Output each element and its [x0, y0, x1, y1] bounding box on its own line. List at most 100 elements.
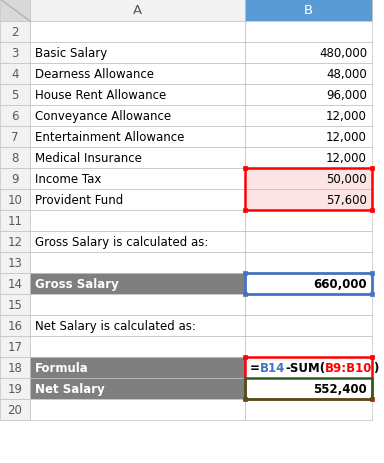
Bar	[245, 169, 372, 189]
Bar	[243, 355, 247, 359]
Bar	[245, 274, 372, 294]
Text: 12,000: 12,000	[326, 152, 367, 165]
Bar	[245, 22, 372, 43]
Text: 10: 10	[8, 194, 22, 206]
Bar	[370, 271, 374, 275]
Bar	[245, 336, 372, 357]
Bar	[30, 399, 245, 420]
Bar	[245, 148, 372, 169]
Text: Formula: Formula	[35, 361, 89, 374]
Bar	[30, 274, 245, 294]
Bar	[370, 397, 374, 401]
Bar	[245, 315, 372, 336]
Bar	[245, 357, 372, 378]
Text: 12: 12	[8, 236, 23, 249]
Bar	[0, 211, 30, 232]
Bar	[243, 397, 247, 401]
Text: 7: 7	[11, 131, 19, 144]
Text: 13: 13	[8, 257, 22, 269]
Bar	[0, 0, 30, 22]
Text: =: =	[250, 361, 260, 374]
Text: ): )	[373, 361, 378, 374]
Bar	[0, 85, 30, 106]
Text: 16: 16	[8, 319, 23, 332]
Text: 48,000: 48,000	[326, 68, 367, 81]
Text: B9:B10: B9:B10	[325, 361, 373, 374]
Bar	[30, 232, 245, 252]
Text: 12,000: 12,000	[326, 110, 367, 123]
Text: 9: 9	[11, 173, 19, 186]
Bar	[0, 315, 30, 336]
Bar	[245, 378, 372, 399]
Text: 19: 19	[8, 382, 23, 395]
Bar	[0, 357, 30, 378]
Bar	[30, 22, 245, 43]
Text: 50,000: 50,000	[326, 173, 367, 186]
Text: Income Tax: Income Tax	[35, 173, 101, 186]
Text: Entertainment Allowance: Entertainment Allowance	[35, 131, 184, 144]
Text: 480,000: 480,000	[319, 47, 367, 60]
Text: Net Salary is calculated as:: Net Salary is calculated as:	[35, 319, 196, 332]
Bar	[0, 294, 30, 315]
Bar	[245, 294, 372, 315]
Bar	[245, 232, 372, 252]
Text: B: B	[304, 5, 313, 18]
Bar	[0, 378, 30, 399]
Bar	[0, 64, 30, 85]
Text: 660,000: 660,000	[313, 277, 367, 290]
Bar	[245, 0, 372, 22]
Bar	[245, 378, 372, 399]
Bar	[245, 211, 372, 232]
Bar	[30, 189, 245, 211]
Text: 57,600: 57,600	[326, 194, 367, 206]
Bar	[245, 169, 372, 211]
Text: -SUM(: -SUM(	[285, 361, 325, 374]
Bar	[0, 148, 30, 169]
Text: 4: 4	[11, 68, 19, 81]
Text: 5: 5	[11, 89, 19, 102]
Bar	[370, 167, 374, 171]
Bar	[30, 336, 245, 357]
Bar	[245, 357, 372, 399]
Bar	[30, 64, 245, 85]
Text: 96,000: 96,000	[326, 89, 367, 102]
Bar	[30, 378, 245, 399]
Text: Net Salary: Net Salary	[35, 382, 105, 395]
Text: 11: 11	[8, 214, 23, 227]
Text: 3: 3	[11, 47, 19, 60]
Bar	[30, 169, 245, 189]
Bar	[0, 106, 30, 127]
Bar	[30, 85, 245, 106]
Text: 552,400: 552,400	[313, 382, 367, 395]
Bar	[30, 43, 245, 64]
Bar	[243, 208, 247, 213]
Text: 12,000: 12,000	[326, 131, 367, 144]
Bar	[0, 169, 30, 189]
Bar	[0, 274, 30, 294]
Text: House Rent Allowance: House Rent Allowance	[35, 89, 166, 102]
Bar	[245, 127, 372, 148]
Text: 14: 14	[8, 277, 23, 290]
Bar	[30, 148, 245, 169]
Bar	[30, 315, 245, 336]
Bar	[30, 357, 245, 378]
Text: 8: 8	[11, 152, 19, 165]
Text: Gross Salary is calculated as:: Gross Salary is calculated as:	[35, 236, 209, 249]
Bar	[370, 208, 374, 213]
Bar	[30, 294, 245, 315]
Text: Dearness Allowance: Dearness Allowance	[35, 68, 154, 81]
Text: Gross Salary: Gross Salary	[35, 277, 119, 290]
Bar	[30, 106, 245, 127]
Bar	[0, 232, 30, 252]
Text: Basic Salary: Basic Salary	[35, 47, 107, 60]
Bar	[243, 167, 247, 171]
Bar	[0, 43, 30, 64]
Bar	[245, 189, 372, 211]
Bar	[30, 127, 245, 148]
Text: B14: B14	[260, 361, 285, 374]
Bar	[0, 336, 30, 357]
Text: A: A	[133, 5, 142, 18]
Bar	[245, 106, 372, 127]
Bar	[243, 292, 247, 296]
Bar	[245, 85, 372, 106]
